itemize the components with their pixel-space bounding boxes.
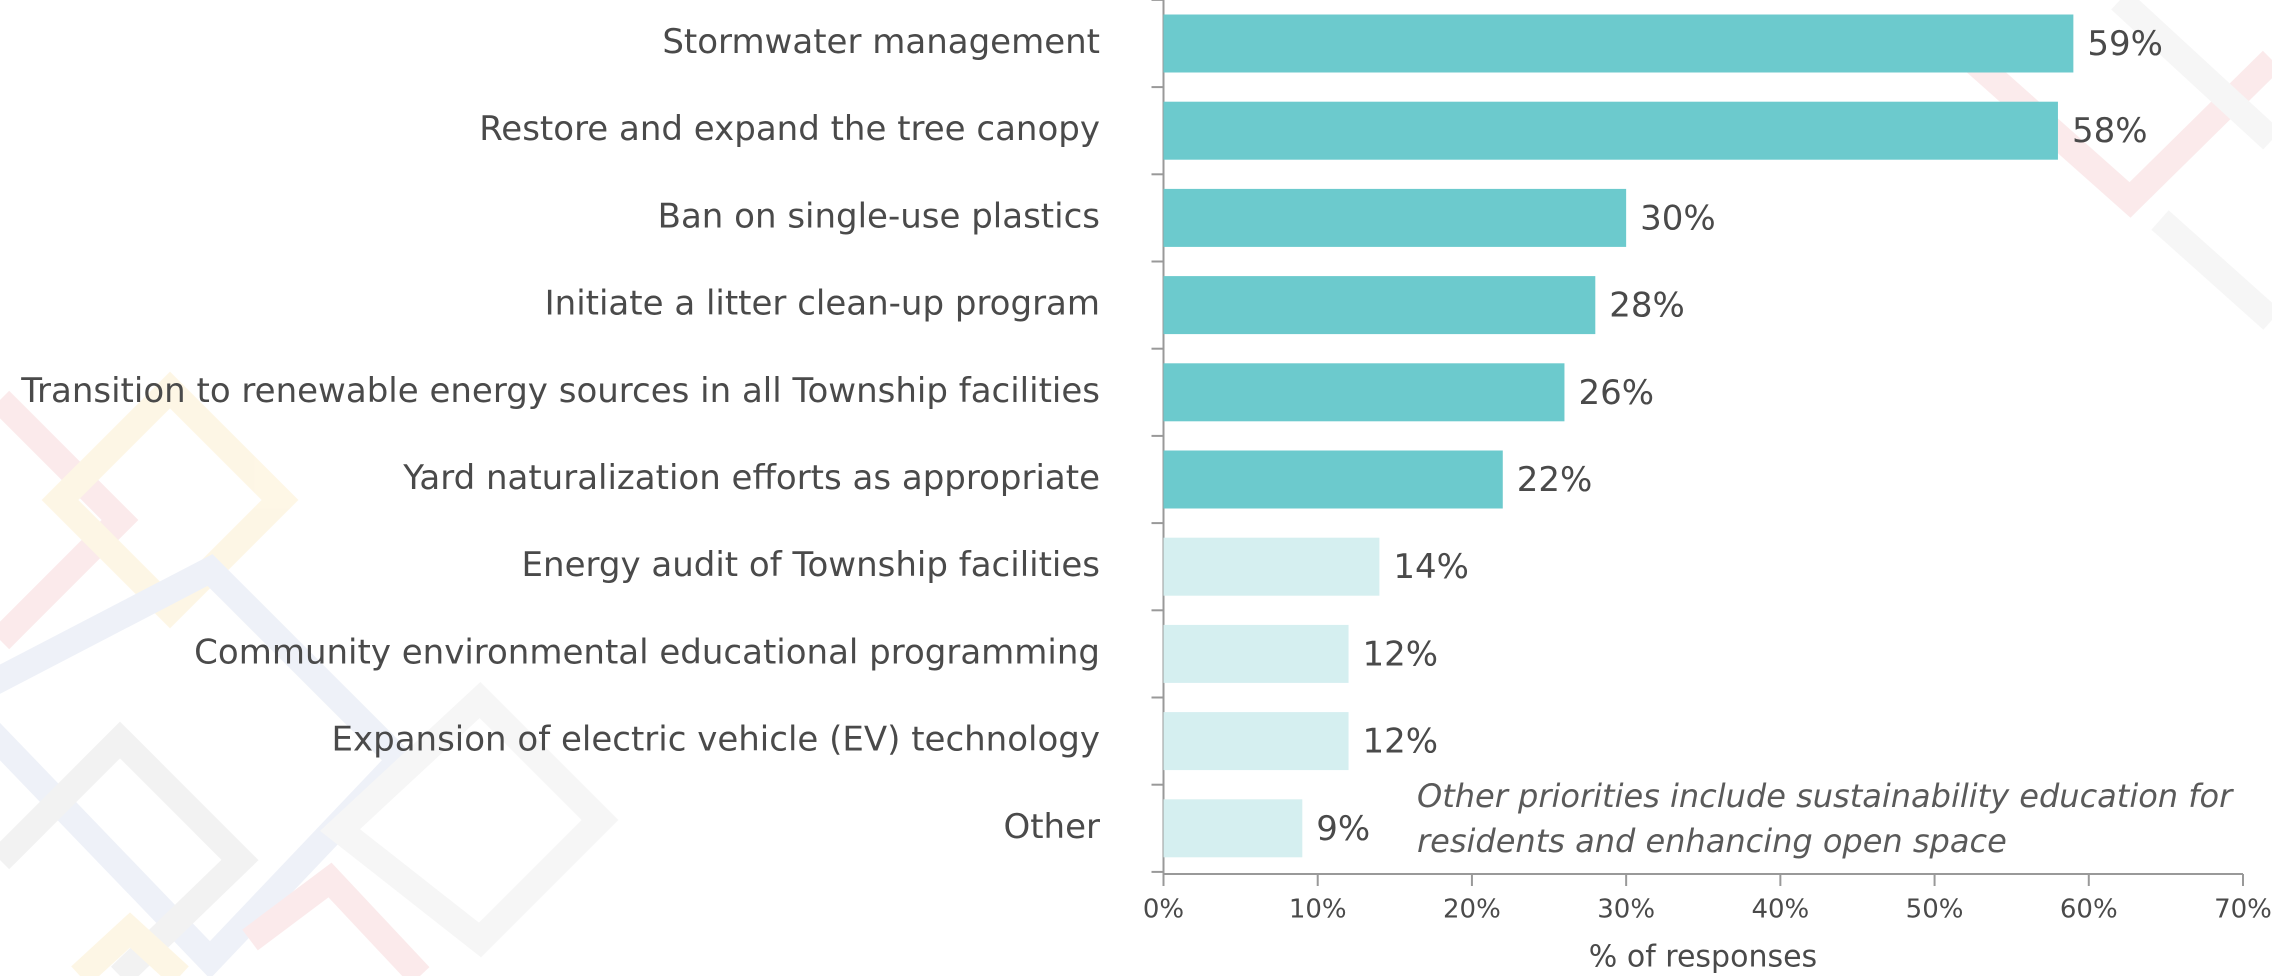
bar [1164,276,1596,334]
value-label: 58% [2072,111,2148,151]
category-label: Yard naturalization efforts as appropria… [402,458,1100,498]
category-label: Transition to renewable energy sources i… [20,371,1100,411]
category-label: Restore and expand the tree canopy [479,109,1100,149]
bar [1164,451,1503,509]
value-label: 28% [1609,286,1685,326]
x-tick-label: 20% [1443,895,1501,925]
value-label: 59% [2087,24,2163,64]
x-tick-label: 30% [1597,895,1655,925]
category-label: Ban on single-use plastics [658,196,1100,236]
x-tick-label: 60% [2060,895,2118,925]
bar [1164,799,1303,857]
bar [1164,625,1349,683]
category-label: Initiate a litter clean-up program [545,284,1100,324]
page: {"chart_data": { "type": "bar", "orienta… [0,0,2272,976]
x-tick-label: 50% [1906,895,1964,925]
value-label: 26% [1578,373,1654,413]
bar [1164,189,1627,247]
x-tick-label: 40% [1751,895,1809,925]
bar [1164,538,1380,596]
value-label: 22% [1517,460,1593,500]
value-label: 9% [1316,809,1370,849]
value-label: 30% [1640,198,1716,238]
x-tick-label: 0% [1143,895,1184,925]
bar [1164,15,2074,73]
category-label: Stormwater management [662,22,1100,62]
value-label: 14% [1393,547,1469,587]
chart: % of responses Other priorities include … [0,0,2272,976]
category-label: Other [1003,807,1100,847]
bar [1164,712,1349,770]
category-label: Energy audit of Township facilities [522,545,1100,585]
bar [1164,363,1565,421]
x-tick-label: 10% [1289,895,1347,925]
x-tick-label: 70% [2214,895,2272,925]
bar [1164,102,2058,160]
value-label: 12% [1363,722,1439,762]
annotation: Other priorities include sustainability … [1417,777,2234,815]
category-label: Community environmental educational prog… [194,632,1100,672]
annotation: residents and enhancing open space [1417,822,2007,860]
value-label: 12% [1363,634,1439,674]
category-label: Expansion of electric vehicle (EV) techn… [332,720,1100,760]
x-axis-title: % of responses [1589,940,1817,975]
